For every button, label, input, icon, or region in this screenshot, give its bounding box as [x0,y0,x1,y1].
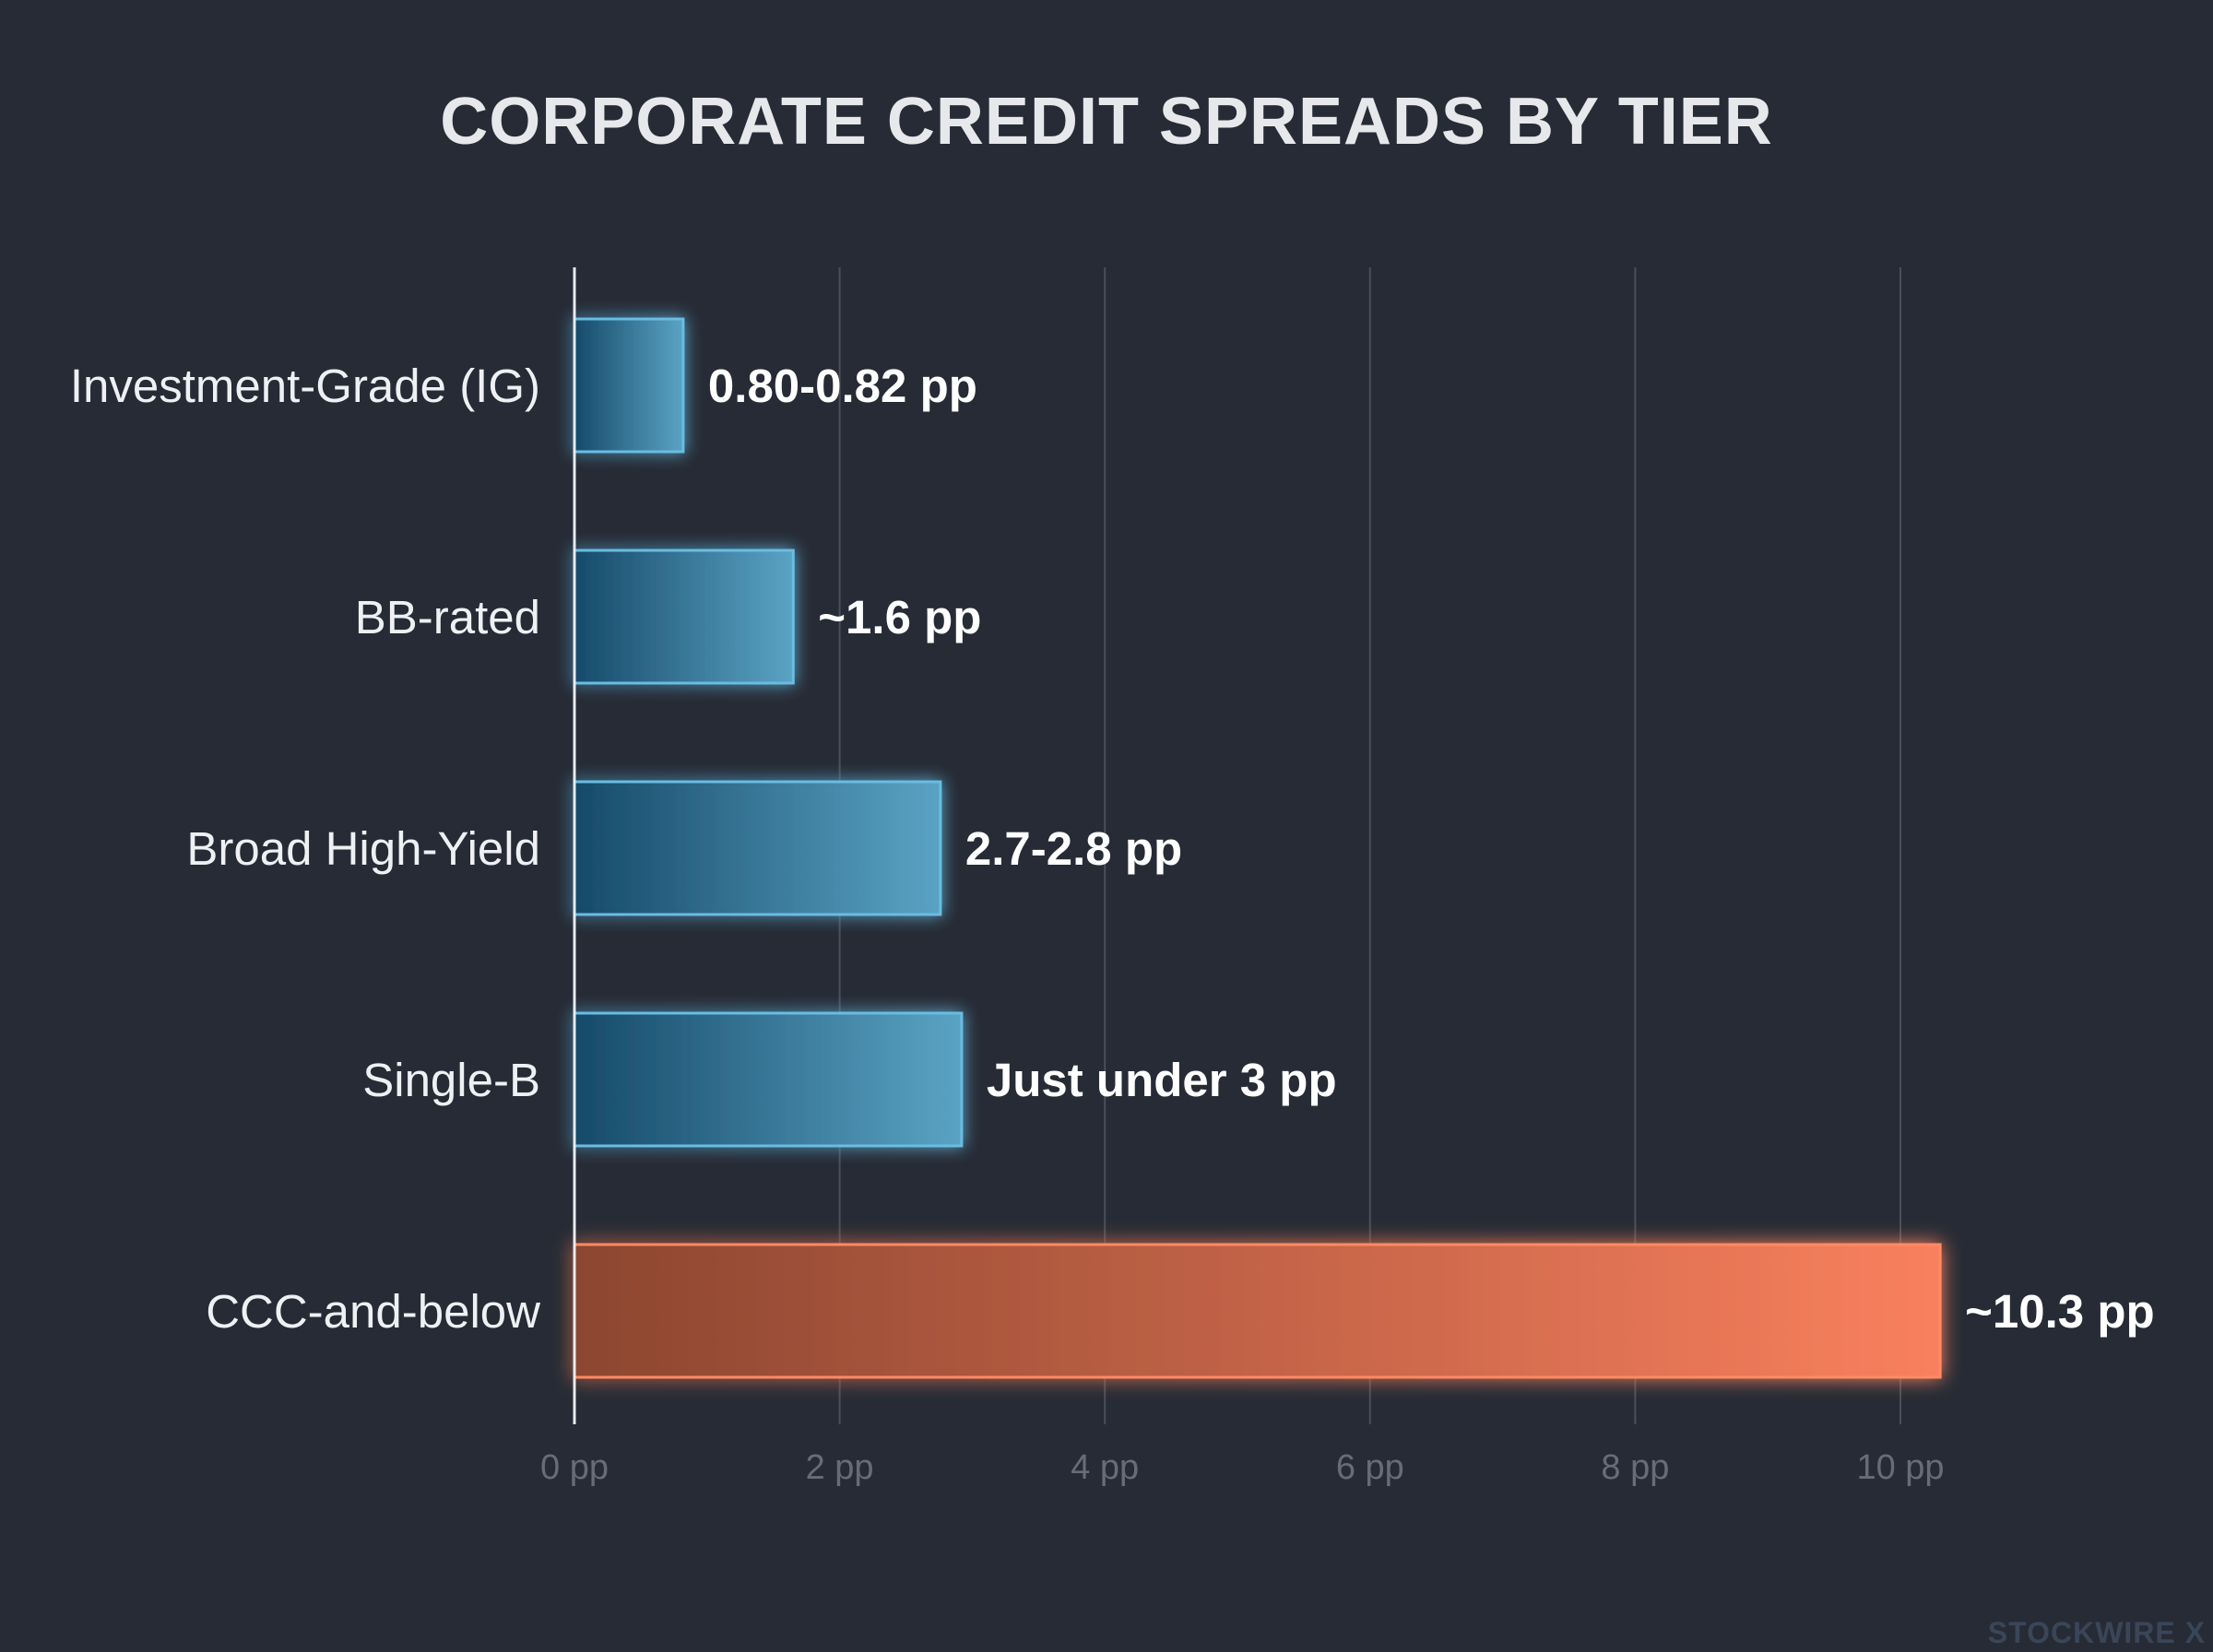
category-label: Investment-Grade (IG) [70,360,540,412]
category-label: Single-B [362,1054,540,1106]
x-tick-label: 0 pp [540,1448,609,1487]
data-label: ~10.3 pp [1965,1285,2155,1338]
data-label: 2.7-2.8 pp [965,822,1182,875]
watermark-logo: STOCKWIRE X [1988,1616,2206,1649]
x-tick-label: 2 pp [806,1448,874,1487]
data-label: Just under 3 pp [987,1054,1337,1106]
x-tick-label: 8 pp [1601,1448,1669,1487]
bar-2 [573,549,795,685]
chart-title: CORPORATE CREDIT SPREADS BY TIER [440,85,1773,159]
bars [573,317,1942,1379]
labels: 0 pp 2 pp 4 pp 6 pp 8 pp 10 pp Investment-Grad… [70,360,2155,1487]
category-label: CCC-and-below [206,1285,540,1338]
data-label: 0.80-0.82 pp [708,360,977,412]
grid-lines [838,267,1901,1424]
bar-5 [573,1243,1942,1379]
x-tick-label: 4 pp [1071,1448,1139,1487]
x-tick-label: 6 pp [1336,1448,1404,1487]
x-tick-label: 10 pp [1856,1448,1944,1487]
data-label: ~1.6 pp [818,591,981,643]
category-label: Broad High-Yield [186,822,540,875]
bar-4 [573,1011,964,1148]
bar-1 [573,317,685,454]
category-label: BB-rated [355,591,540,643]
bar-3 [573,780,942,916]
